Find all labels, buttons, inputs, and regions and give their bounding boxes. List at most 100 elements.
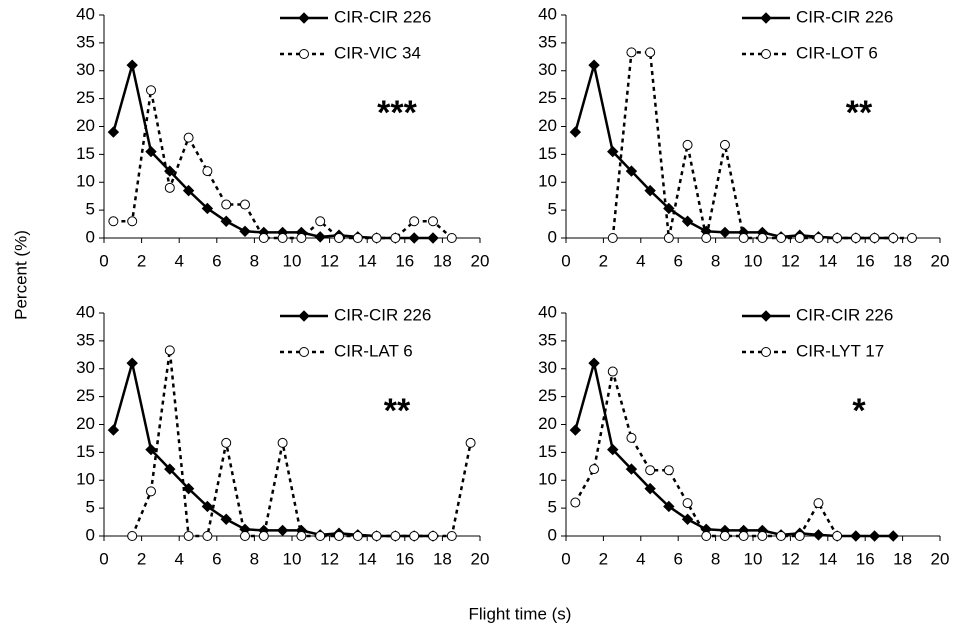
- series-line: [112, 362, 433, 538]
- diamond-marker: [719, 226, 731, 239]
- x-tick-label: 10: [744, 549, 763, 568]
- y-axis-label: Percent (%): [11, 230, 30, 320]
- x-tick-label: 20: [931, 549, 950, 568]
- legend-marker: [761, 347, 771, 357]
- circle-marker: [277, 233, 288, 243]
- x-tick-label: 18: [433, 251, 452, 270]
- diamond-marker: [644, 184, 656, 197]
- y-tick-label: 20: [76, 414, 95, 433]
- circle-marker: [146, 85, 156, 96]
- diamond-marker: [182, 482, 195, 495]
- y-tick-label: 35: [538, 32, 557, 51]
- x-tick-label: 4: [636, 549, 645, 568]
- x-tick-label: 16: [856, 549, 875, 568]
- diamond-marker: [126, 59, 138, 71]
- x-tick-label: 2: [599, 549, 608, 568]
- circle-marker: [757, 233, 768, 243]
- x-tick-label: 12: [320, 549, 339, 568]
- x-tick-label: 4: [174, 251, 183, 270]
- circle-marker: [850, 233, 861, 243]
- circle-marker: [202, 531, 213, 541]
- series-line: [611, 51, 912, 240]
- x-tick-label: 20: [931, 251, 950, 270]
- legend-label: CIR-CIR 226: [334, 305, 431, 324]
- x-tick-label: 10: [744, 251, 763, 270]
- y-tick-label: 15: [76, 442, 95, 461]
- x-tick-label: 4: [636, 251, 645, 270]
- x-tick-label: 6: [673, 549, 682, 568]
- diamond-marker: [220, 513, 232, 525]
- diamond-marker: [681, 215, 694, 227]
- legend-marker: [760, 12, 772, 24]
- circle-marker: [832, 233, 843, 243]
- diamond-marker: [868, 530, 881, 542]
- x-tick-label: 16: [856, 251, 875, 270]
- y-tick-label: 30: [538, 60, 557, 79]
- legend-marker: [298, 310, 310, 322]
- circle-marker: [390, 233, 401, 243]
- y-tick-label: 30: [76, 60, 95, 79]
- y-tick-label: 25: [538, 386, 557, 405]
- legend-label: CIR-LYT 17: [796, 341, 884, 360]
- significance-annotation: ***: [377, 94, 417, 132]
- circle-marker: [240, 199, 250, 210]
- diamond-marker: [887, 530, 899, 542]
- circle-marker: [626, 432, 637, 443]
- diamond-marker: [607, 443, 619, 456]
- y-tick-label: 10: [538, 172, 557, 191]
- legend-label: CIR-LOT 6: [796, 43, 878, 62]
- y-tick-label: 40: [538, 302, 557, 321]
- circle-marker: [296, 233, 307, 243]
- diamond-marker: [588, 59, 600, 71]
- x-tick-label: 6: [212, 549, 221, 568]
- circle-marker: [645, 465, 656, 476]
- circle-marker: [869, 233, 880, 243]
- significance-annotation: *: [852, 392, 866, 430]
- x-tick-label: 16: [395, 251, 414, 270]
- circle-marker: [607, 366, 618, 377]
- circle-marker: [334, 233, 344, 243]
- y-tick-label: 15: [538, 144, 557, 163]
- circle-marker: [570, 497, 581, 508]
- circle-marker: [626, 47, 637, 58]
- circle-marker: [701, 531, 712, 541]
- circle-marker: [794, 531, 805, 541]
- y-tick-label: 25: [538, 88, 557, 107]
- legend-label: CIR-CIR 226: [796, 305, 893, 324]
- x-tick-label: 14: [358, 251, 377, 270]
- circle-marker: [315, 216, 326, 227]
- legend-label: CIR-CIR 226: [796, 7, 893, 26]
- circle-marker: [813, 233, 824, 243]
- circle-marker: [202, 166, 213, 177]
- y-tick-label: 20: [76, 116, 95, 135]
- x-tick-label: 8: [711, 251, 720, 270]
- x-tick-label: 6: [673, 251, 682, 270]
- circle-marker: [663, 233, 674, 243]
- circle-marker: [446, 233, 457, 243]
- diamond-marker: [164, 165, 176, 177]
- diamond-marker: [850, 530, 862, 542]
- x-tick-label: 14: [358, 549, 377, 568]
- y-tick-label: 0: [548, 227, 557, 246]
- circle-marker: [832, 531, 843, 541]
- circle-marker: [645, 47, 656, 58]
- x-tick-label: 0: [99, 549, 108, 568]
- circle-marker: [315, 531, 326, 541]
- y-tick-label: 30: [538, 358, 557, 377]
- x-tick-label: 12: [320, 251, 339, 270]
- circle-marker: [682, 498, 693, 509]
- x-tick-label: 2: [137, 549, 146, 568]
- circle-marker: [446, 531, 457, 541]
- diamond-marker: [126, 357, 138, 369]
- y-tick-label: 35: [76, 32, 95, 51]
- diamond-marker: [625, 463, 638, 475]
- x-tick-label: 18: [433, 549, 452, 568]
- circle-marker: [409, 531, 420, 541]
- y-tick-label: 0: [86, 525, 95, 544]
- series-line: [574, 362, 894, 538]
- x-tick-label: 8: [250, 549, 259, 568]
- diamond-marker: [427, 232, 439, 244]
- circle-marker: [776, 531, 787, 541]
- circle-marker: [164, 345, 175, 356]
- x-tick-label: 4: [174, 549, 183, 568]
